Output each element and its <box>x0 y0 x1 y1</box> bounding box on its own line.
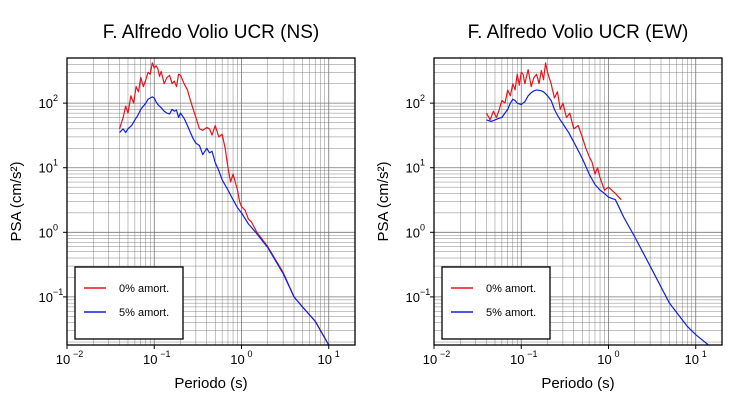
x-tick-exponent: −2 <box>440 349 450 359</box>
legend-label: 5% amort. <box>119 307 169 319</box>
y-tick-label: 10 <box>39 96 53 111</box>
series-line-undamped <box>486 62 622 201</box>
y-tick-exponent: 2 <box>420 93 425 103</box>
y-tick-exponent: −1 <box>420 287 430 297</box>
x-tick-exponent: 0 <box>614 349 619 359</box>
series-line-undamped <box>118 62 330 346</box>
legend-label: 5% amort. <box>486 307 536 319</box>
legend-label: 0% amort. <box>486 283 536 295</box>
series-line-damped <box>119 96 330 346</box>
y-tick-label: 10 <box>39 225 53 240</box>
legend-box <box>74 266 184 340</box>
y-tick-label: 10 <box>39 290 53 305</box>
y-tick-exponent: 2 <box>53 93 58 103</box>
x-tick-label: 10 <box>597 352 611 367</box>
x-tick-label: 10 <box>318 352 332 367</box>
x-tick-label: 10 <box>230 352 244 367</box>
y-tick-exponent: 1 <box>420 158 425 168</box>
y-tick-exponent: 1 <box>53 158 58 168</box>
x-tick-exponent: −1 <box>160 349 170 359</box>
chart-title: F. Alfredo Volio UCR (EW) <box>468 22 689 43</box>
y-tick-label: 10 <box>406 161 420 176</box>
x-tick-exponent: 1 <box>335 349 340 359</box>
chart-panel-0: F. Alfredo Volio UCR (NS)10 −2 10 −1 10 0 10 11… <box>8 22 356 392</box>
legend-label: 0% amort. <box>119 283 169 295</box>
chart-panel-1: F. Alfredo Volio UCR (EW)10 −2 10 −1 10 0 10 11… <box>375 22 723 392</box>
x-axis-label: Periodo (s) <box>541 375 614 392</box>
y-axis-label: PSA (cm/s²) <box>375 161 392 241</box>
x-tick-exponent: 1 <box>702 349 707 359</box>
y-tick-label: 10 <box>39 161 53 176</box>
y-tick-exponent: −1 <box>53 287 63 297</box>
y-tick-label: 10 <box>406 225 420 240</box>
x-tick-label: 10 <box>685 352 699 367</box>
x-tick-exponent: −1 <box>527 349 537 359</box>
x-tick-label: 10 <box>56 352 70 367</box>
y-tick-exponent: 0 <box>420 222 425 232</box>
x-tick-label: 10 <box>510 352 524 367</box>
y-tick-label: 10 <box>406 96 420 111</box>
plot-frame <box>433 57 723 346</box>
chart-title: F. Alfredo Volio UCR (NS) <box>103 22 319 43</box>
x-tick-label: 10 <box>423 352 437 367</box>
plot-frame <box>66 57 356 346</box>
y-tick-label: 10 <box>406 290 420 305</box>
series-line-damped <box>486 89 709 346</box>
x-tick-exponent: 0 <box>247 349 252 359</box>
x-tick-label: 10 <box>143 352 157 367</box>
x-axis-label: Periodo (s) <box>174 375 247 392</box>
legend-box <box>441 266 551 340</box>
x-tick-exponent: −2 <box>73 349 83 359</box>
y-tick-exponent: 0 <box>53 222 58 232</box>
y-axis-label: PSA (cm/s²) <box>8 161 25 241</box>
